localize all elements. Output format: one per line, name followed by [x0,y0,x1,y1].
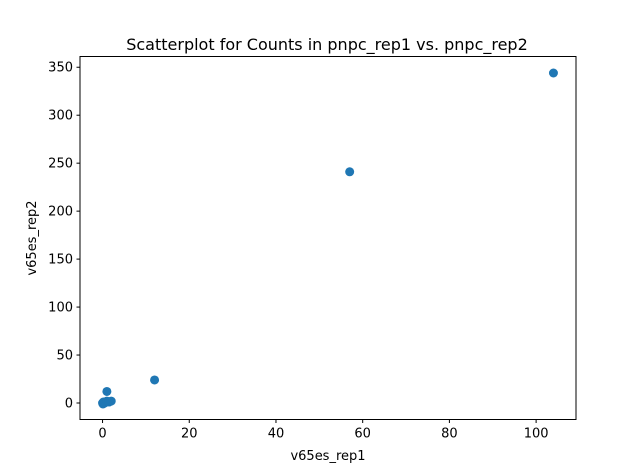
x-tick-label: 40 [268,427,285,442]
y-tick-label: 0 [65,397,73,412]
data-point [102,386,112,396]
data-point [548,68,558,78]
y-tick-label: 150 [48,253,73,268]
data-point [150,375,160,385]
y-tick-label: 100 [48,301,73,316]
data-point [345,167,355,177]
y-axis-ticks: 0 50 100 150 200 250 300 350 [48,61,80,412]
y-tick-label: 200 [48,205,73,220]
x-tick-label: 20 [181,427,198,442]
y-tick-label: 300 [48,109,73,124]
x-tick-label: 80 [441,427,458,442]
y-tick-label: 50 [56,349,73,364]
data-point [106,396,116,406]
chart-title: Scatterplot for Counts in pnpc_rep1 vs. … [126,35,528,55]
x-tick-label: 60 [354,427,371,442]
x-tick-label: 100 [524,427,549,442]
x-axis-ticks: 0 20 40 60 80 100 [98,419,549,442]
points-layer [98,68,558,409]
x-axis-label: v65es_rep1 [290,449,365,464]
y-tick-label: 350 [48,61,73,76]
y-axis-label: v65es_rep2 [25,200,40,275]
x-tick-label: 0 [98,427,106,442]
y-tick-label: 250 [48,157,73,172]
plot-frame [79,56,577,420]
